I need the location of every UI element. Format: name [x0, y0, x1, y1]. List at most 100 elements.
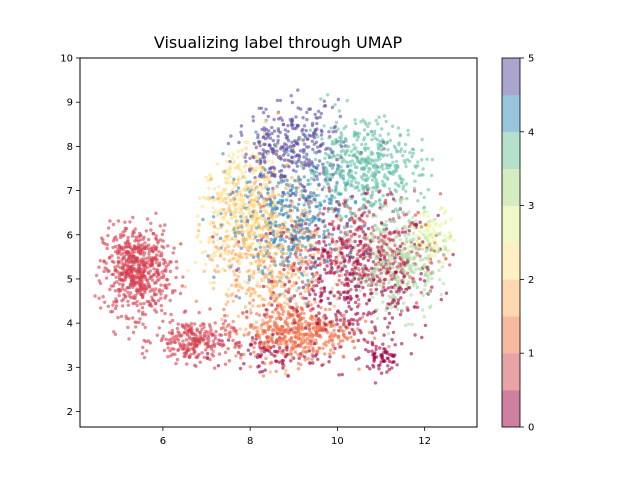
scatter-point: [257, 364, 261, 368]
scatter-point: [258, 144, 262, 148]
scatter-point: [296, 245, 301, 249]
scatter-point: [105, 243, 109, 247]
scatter-point: [268, 264, 272, 268]
scatter-point: [371, 275, 375, 280]
scatter-point: [361, 197, 365, 201]
scatter-point: [251, 155, 255, 159]
scatter-point: [314, 116, 318, 120]
scatter-point: [294, 335, 299, 339]
scatter-point: [251, 298, 255, 302]
scatter-point: [375, 316, 380, 321]
scatter-point: [233, 238, 237, 242]
scatter-point: [366, 258, 371, 263]
scatter-point: [366, 176, 370, 180]
scatter-point: [207, 198, 211, 202]
scatter-point: [289, 336, 293, 340]
scatter-point: [225, 229, 229, 233]
scatter-point: [418, 247, 422, 251]
scatter-point: [376, 170, 381, 174]
scatter-point: [423, 283, 427, 288]
scatter-point: [344, 214, 348, 219]
colorbar-tick-label: 2: [528, 275, 534, 286]
scatter-point: [363, 272, 367, 277]
scatter-point: [284, 183, 289, 187]
scatter-point: [307, 164, 311, 168]
scatter-point: [205, 351, 210, 356]
scatter-point: [283, 301, 287, 305]
scatter-point: [335, 180, 339, 185]
scatter-point: [218, 253, 223, 257]
scatter-point: [248, 301, 252, 305]
scatter-point: [312, 191, 316, 195]
scatter-point: [204, 348, 208, 352]
scatter-point: [261, 331, 265, 336]
scatter-point: [385, 267, 389, 271]
scatter-point: [148, 289, 152, 293]
scatter-point: [135, 303, 139, 308]
scatter-point: [422, 315, 426, 319]
scatter-point: [316, 109, 321, 114]
scatter-point: [216, 212, 220, 216]
scatter-point: [131, 285, 135, 289]
scatter-point: [226, 300, 230, 304]
scatter-point: [393, 256, 397, 260]
scatter-point: [186, 346, 190, 350]
scatter-point: [154, 302, 158, 306]
scatter-point: [335, 270, 339, 274]
scatter-point: [366, 146, 371, 151]
scatter-point: [225, 238, 229, 242]
scatter-point: [116, 287, 121, 292]
scatter-point: [199, 240, 203, 244]
scatter-point: [413, 213, 418, 217]
scatter-point: [242, 216, 246, 220]
scatter-point: [124, 245, 128, 249]
scatter-point: [159, 292, 163, 296]
scatter-point: [430, 285, 434, 289]
scatter-point: [349, 279, 353, 283]
scatter-point: [121, 264, 126, 268]
scatter-point: [264, 107, 268, 112]
scatter-point: [168, 260, 172, 264]
x-axis: 6 8 10 12: [160, 427, 431, 447]
colorbar-band: [502, 131, 520, 169]
scatter-point: [315, 349, 319, 353]
scatter-point: [381, 261, 386, 266]
scatter-point: [231, 161, 235, 165]
x-tick-label: 12: [418, 436, 431, 447]
scatter-point: [375, 138, 379, 142]
scatter-point: [420, 335, 424, 340]
scatter-point: [426, 273, 430, 278]
scatter-point: [317, 234, 321, 239]
scatter-point: [286, 191, 290, 195]
scatter-point: [211, 235, 215, 239]
scatter-point: [207, 323, 212, 327]
scatter-point: [246, 281, 250, 285]
scatter-point: [207, 236, 212, 240]
scatter-point: [385, 176, 389, 180]
scatter-point: [367, 330, 372, 335]
scatter-point: [231, 181, 235, 185]
scatter-point: [335, 140, 339, 144]
scatter-point: [376, 122, 380, 126]
scatter-point: [296, 159, 300, 164]
scatter-point: [371, 250, 375, 254]
scatter-point: [284, 258, 289, 262]
scatter-point: [139, 274, 143, 278]
scatter-point: [342, 355, 346, 359]
scatter-point: [439, 297, 443, 302]
scatter-point: [178, 291, 183, 296]
scatter-point: [393, 235, 398, 239]
scatter-point: [437, 249, 441, 253]
scatter-point: [430, 232, 435, 236]
scatter-point: [154, 257, 158, 262]
scatter-point: [258, 182, 263, 187]
scatter-point: [264, 256, 268, 260]
scatter-point: [305, 195, 310, 199]
scatter-point: [367, 186, 371, 191]
scatter-point: [136, 275, 140, 280]
scatter-point: [208, 281, 212, 285]
scatter-point: [352, 330, 357, 334]
scatter-point: [315, 121, 319, 126]
scatter-point: [126, 286, 130, 290]
scatter-point: [358, 254, 363, 258]
